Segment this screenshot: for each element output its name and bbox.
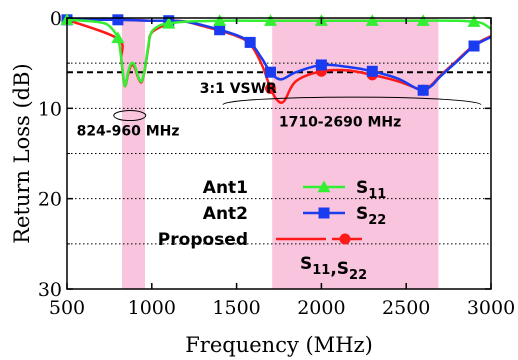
x-tick-label-3000: 3000 — [467, 297, 515, 319]
legend-name-0: Ant1 — [203, 178, 248, 198]
grid-lines — [67, 62, 491, 245]
y-tick-label-0: 0 — [50, 8, 62, 30]
legend-marker-1 — [318, 207, 330, 219]
legend-marker-0 — [317, 180, 331, 193]
x-tick-label-2500: 2500 — [382, 297, 430, 319]
series-1-marker-4 — [244, 36, 256, 48]
x-axis-title: Frequency (MHz) — [185, 333, 373, 357]
y-axis-title: Return Loss (dB) — [10, 63, 34, 244]
x-tick-label-1500: 1500 — [212, 297, 260, 319]
series-1-marker-8 — [417, 84, 429, 96]
y-tick-label-10: 10 — [38, 98, 62, 120]
x-tick-label-2000: 2000 — [297, 297, 345, 319]
x-tick-label-1000: 1000 — [128, 297, 176, 319]
series-0-marker-2 — [162, 16, 176, 29]
legend-name-2: Proposed — [158, 230, 248, 250]
high-band-label: 1710-2690 MHz — [279, 114, 401, 130]
series-0-marker-7 — [416, 14, 430, 26]
series-3-marker-0 — [265, 82, 277, 94]
series-1-marker-3 — [214, 24, 226, 36]
low-band-label: 824-960 MHz — [77, 123, 180, 139]
series-1-marker-7 — [366, 65, 378, 77]
tick-layer: 500 1000 1500 2000 2500 3000 0 10 20 30 — [38, 8, 515, 319]
series-0-marker-4 — [264, 14, 278, 26]
legend-name-1: Ant2 — [203, 204, 248, 224]
vswr-label: 3:1 VSWR — [200, 81, 277, 97]
low-band-ellipse — [113, 110, 147, 122]
series-line-0 — [66, 18, 492, 88]
series-1-marker-1 — [112, 14, 124, 26]
series-0-marker-6 — [365, 14, 379, 26]
series-layer — [60, 13, 492, 105]
series-1-marker-9 — [468, 40, 480, 52]
series-0-marker-1 — [111, 31, 125, 44]
series-1-marker-6 — [315, 59, 327, 71]
shaded-band-0 — [121, 18, 146, 289]
series-1-marker-5 — [265, 66, 277, 78]
series-0-marker-3 — [213, 14, 227, 26]
x-tick-label-500: 500 — [49, 297, 85, 319]
y-tick-label-30: 30 — [38, 279, 62, 301]
annotation-ellipses — [113, 96, 482, 122]
legend-marker-proposed — [339, 233, 351, 245]
legend-label-proposed: S11,S22 — [300, 254, 367, 283]
y-tick-label-20: 20 — [38, 189, 62, 211]
series-0-marker-8 — [467, 15, 481, 27]
high-band-ellipse — [222, 96, 482, 105]
